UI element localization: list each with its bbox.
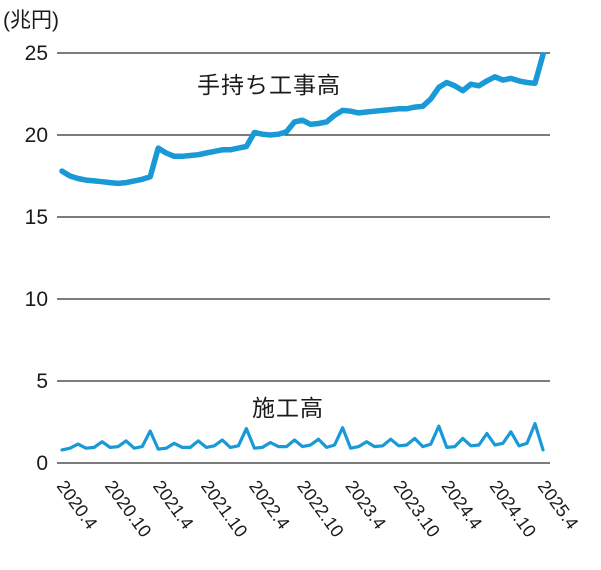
x-axis-tick-label: 2021.10 [197, 477, 251, 541]
x-axis-tick-label: 2024.10 [486, 477, 540, 541]
x-axis-tick-label: 2020.10 [101, 477, 155, 541]
x-axis-tick-label: 2022.4 [245, 477, 294, 533]
series-label-backlog: 手持ち工事高 [197, 72, 341, 98]
y-axis-tick-label: 0 [36, 452, 48, 475]
line-series-volume [60, 422, 545, 452]
x-axis-tick-label: 2021.4 [149, 477, 198, 533]
x-axis-tick-label: 2022.10 [293, 477, 347, 541]
y-axis-tick-label: 15 [25, 206, 48, 229]
x-axis-tick-label: 2023.4 [341, 477, 390, 533]
x-axis-tick-label: 2020.4 [53, 477, 102, 533]
x-axis-tick-label: 2024.4 [438, 477, 487, 533]
line-series-backlog [59, 51, 546, 187]
y-axis-tick-label: 20 [25, 124, 48, 147]
x-axis-tick-label: 2025.4 [534, 477, 583, 533]
y-axis-tick-label: 5 [36, 370, 48, 393]
y-axis-tick-label: 10 [25, 288, 48, 311]
x-axis-tick-label: 2023.10 [389, 477, 443, 541]
series-label-volume: 施工高 [252, 395, 324, 421]
y-axis-unit-label: (兆円) [3, 9, 59, 32]
y-axis-tick-label: 25 [25, 42, 48, 65]
